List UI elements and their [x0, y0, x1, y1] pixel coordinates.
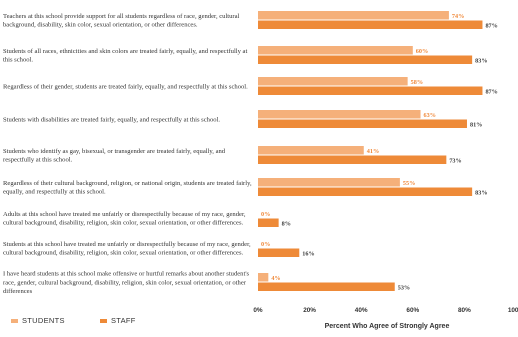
bar-students	[258, 46, 413, 55]
value-label-staff: 81%	[470, 121, 482, 128]
value-label-staff: 16%	[302, 250, 314, 257]
bars	[258, 11, 483, 291]
bar-students	[258, 178, 400, 187]
category-label: Students of all races, ethnicities and s…	[3, 48, 247, 64]
legend-item-staff: STAFF	[100, 316, 136, 325]
value-label-students: 60%	[416, 48, 428, 55]
x-tick-label: 0%	[253, 307, 263, 314]
category-label: I have heard students at this school mak…	[3, 271, 250, 295]
value-label-staff: 83%	[475, 57, 487, 64]
category-label: Regardless of their cultural background,…	[3, 180, 252, 196]
bar-students	[258, 110, 421, 119]
x-tick-label: 80%	[458, 307, 471, 314]
value-label-students: 63%	[424, 112, 436, 119]
bar-staff	[258, 155, 447, 164]
value-label-students: 0%	[261, 211, 270, 218]
value-label-students: 4%	[271, 275, 280, 282]
x-tick-label: 60%	[406, 307, 419, 314]
bar-staff	[258, 248, 300, 257]
legend-swatch-students	[11, 318, 18, 323]
bar-staff	[258, 218, 279, 227]
legend: STUDENTS STAFF	[0, 316, 240, 332]
x-tick-label: 40%	[355, 307, 368, 314]
bar-staff	[258, 119, 467, 128]
value-label-students: 74%	[452, 13, 464, 20]
value-label-staff: 83%	[475, 189, 487, 196]
bar-staff	[258, 20, 483, 29]
category-label: Students with disabilities are treated f…	[3, 116, 220, 123]
legend-swatch-staff	[100, 318, 107, 323]
value-label-staff: 53%	[398, 284, 410, 291]
bar-students	[258, 146, 364, 155]
legend-label-staff: STAFF	[111, 316, 136, 325]
value-label-students: 41%	[367, 148, 379, 155]
bar-students	[258, 11, 449, 20]
value-label-staff: 73%	[449, 157, 461, 164]
value-label-staff: 87%	[485, 88, 497, 95]
value-label-students: 0%	[261, 241, 270, 248]
legend-label-students: STUDENTS	[22, 316, 65, 325]
x-tick-label: 100%	[508, 307, 518, 314]
legend-item-students: STUDENTS	[11, 316, 65, 325]
x-axis-ticks: 0% 20% 40% 60% 80% 100%	[253, 307, 518, 314]
x-axis-title: Percent Who Agree of Strongly Agree	[325, 323, 450, 330]
bar-staff	[258, 282, 395, 291]
bar-students	[258, 77, 408, 86]
value-label-staff: 8%	[282, 220, 291, 227]
value-label-students: 55%	[403, 180, 415, 187]
category-label: Students at this school have treated me …	[3, 241, 251, 257]
value-labels: 74% 60% 58% 63% 41% 55% 0% 0% 4% 87% 83% 87% 81% 73% 8…	[261, 13, 498, 291]
category-label: Regardless of their gender, students are…	[3, 83, 248, 90]
value-label-staff: 87%	[485, 22, 497, 29]
bar-staff	[258, 187, 473, 196]
bar-students	[258, 273, 269, 282]
value-label-students: 58%	[411, 79, 423, 86]
category-label: Students who identify as gay, bisexual, …	[3, 148, 226, 164]
category-labels: Teachers at this school provide support …	[3, 13, 252, 295]
x-tick-label: 20%	[303, 307, 316, 314]
bar-staff	[258, 86, 483, 95]
category-label: Teachers at this school provide support …	[3, 13, 240, 29]
category-label: Adults at this school have treated me un…	[3, 211, 246, 227]
bar-staff	[258, 55, 473, 64]
